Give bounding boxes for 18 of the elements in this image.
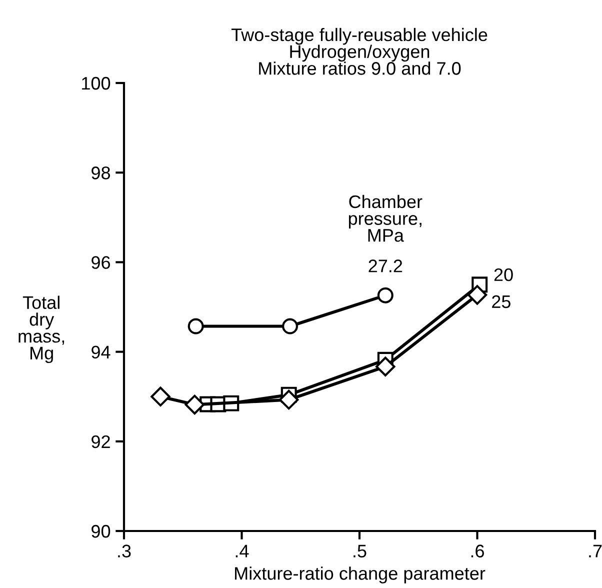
x-tick-label: .4: [236, 544, 249, 558]
y-tick-label: 98: [92, 166, 110, 180]
series-label: 20: [494, 268, 513, 282]
x-tick-label: .7: [589, 544, 602, 558]
series-label: 25: [492, 295, 510, 308]
y-tick-label: 96: [92, 256, 110, 269]
y-tick-label: 94: [92, 346, 110, 359]
x-axis-title: Mixture-ratio change parameter: [235, 566, 486, 584]
series-label: 27.2: [368, 260, 402, 272]
y-tick-label: 100: [82, 76, 110, 90]
chart-title: Two-stage fully-reusable vehicle Hydrogen/oxygen Mixture ratios 9.0 and 7.0: [231, 28, 488, 75]
x-tick-label: .6: [471, 544, 484, 558]
x-tick-label: .5: [354, 544, 366, 558]
legend-title: Chamber pressure, MPa: [348, 194, 422, 242]
y-tick-label: 92: [92, 435, 110, 448]
x-tick-label: .3: [118, 544, 131, 558]
y-axis-title: Total dry mass, Mg: [18, 296, 64, 364]
y-tick-label: 90: [92, 524, 110, 538]
